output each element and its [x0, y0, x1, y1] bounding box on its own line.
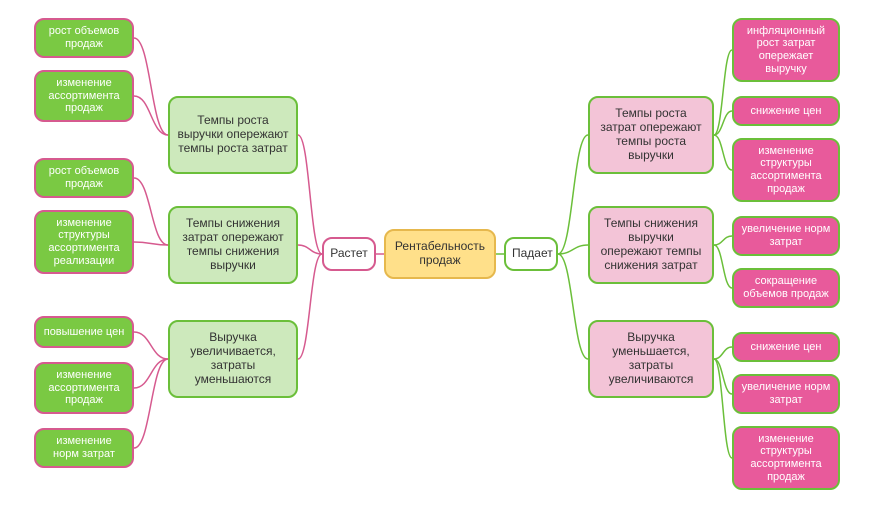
node-label: изменение ассортимента продаж	[42, 369, 126, 407]
node-label: рост объемов продаж	[42, 165, 126, 190]
edge	[134, 359, 168, 388]
node-fall-leaf: увеличение норм затрат	[732, 374, 840, 414]
node-fall-leaf: изменение структуры ассортимента продаж	[732, 138, 840, 202]
node-fall-leaf: увеличение норм затрат	[732, 216, 840, 256]
node-label: Темпы роста выручки опережают темпы рост…	[176, 114, 290, 155]
node-label: Растет	[330, 247, 368, 261]
node-label: Темпы снижения затрат опережают темпы сн…	[176, 217, 290, 272]
node-label: снижение цен	[740, 105, 832, 118]
node-grow-leaf: изменение ассортимента продаж	[34, 70, 134, 122]
node-fall: Падает	[504, 237, 558, 271]
node-grow-leaf: рост объемов продаж	[34, 158, 134, 198]
node-label: повышение цен	[42, 326, 126, 339]
node-label: изменение структуры ассортимента реализа…	[42, 217, 126, 268]
node-label: изменение структуры ассортимента продаж	[740, 433, 832, 484]
node-label: увеличение норм затрат	[740, 381, 832, 406]
edge	[298, 245, 322, 254]
node-grow-cause-3: Выручка увеличивается, затраты уменьшают…	[168, 320, 298, 398]
edge	[298, 254, 322, 359]
node-label: Падает	[512, 247, 550, 261]
node-fall-cause-2: Темпы снижения выручки опережают темпы с…	[588, 206, 714, 284]
node-label: увеличение норм затрат	[740, 223, 832, 248]
edge	[134, 178, 168, 245]
node-fall-leaf: снижение цен	[732, 332, 840, 362]
node-label: Темпы роста затрат опережают темпы роста…	[596, 107, 706, 162]
node-fall-leaf: инфляционный рост затрат опережает выруч…	[732, 18, 840, 82]
edge	[714, 236, 732, 245]
node-fall-leaf: сокращение объемов продаж	[732, 268, 840, 308]
edge	[558, 254, 588, 359]
node-grow-cause-1: Темпы роста выручки опережают темпы рост…	[168, 96, 298, 174]
node-grow-leaf: изменение структуры ассортимента реализа…	[34, 210, 134, 274]
node-grow-leaf: изменение ассортимента продаж	[34, 362, 134, 414]
edge	[134, 359, 168, 448]
edge	[134, 38, 168, 135]
edge	[714, 359, 732, 394]
edge	[714, 135, 732, 170]
edge	[134, 96, 168, 135]
node-fall-cause-3: Выручка уменьшается, затраты увеличивают…	[588, 320, 714, 398]
edge	[714, 245, 732, 288]
node-fall-leaf: изменение структуры ассортимента продаж	[732, 426, 840, 490]
node-fall-cause-1: Темпы роста затрат опережают темпы роста…	[588, 96, 714, 174]
node-label: Выручка увеличивается, затраты уменьшают…	[176, 331, 290, 386]
edge	[134, 242, 168, 245]
node-label: Темпы снижения выручки опережают темпы с…	[596, 217, 706, 272]
node-label: рост объемов продаж	[42, 25, 126, 50]
node-fall-leaf: снижение цен	[732, 96, 840, 126]
node-grow: Растет	[322, 237, 376, 271]
node-grow-leaf: повышение цен	[34, 316, 134, 348]
node-label: снижение цен	[740, 341, 832, 354]
edge	[558, 135, 588, 254]
edge	[714, 347, 732, 359]
node-label: изменение структуры ассортимента продаж	[740, 145, 832, 196]
edge	[714, 111, 732, 135]
edge	[714, 359, 732, 458]
node-root: Рентабельность продаж	[384, 229, 496, 279]
edge	[558, 245, 588, 254]
node-label: Выручка уменьшается, затраты увеличивают…	[596, 331, 706, 386]
edge	[714, 50, 732, 135]
node-label: изменение норм затрат	[42, 435, 126, 460]
node-grow-cause-2: Темпы снижения затрат опережают темпы сн…	[168, 206, 298, 284]
edge	[134, 332, 168, 359]
node-label: изменение ассортимента продаж	[42, 77, 126, 115]
node-label: Рентабельность продаж	[392, 240, 488, 268]
node-grow-leaf: рост объемов продаж	[34, 18, 134, 58]
edge	[298, 135, 322, 254]
node-grow-leaf: изменение норм затрат	[34, 428, 134, 468]
node-label: инфляционный рост затрат опережает выруч…	[740, 25, 832, 76]
node-label: сокращение объемов продаж	[740, 275, 832, 300]
mindmap-stage: Рентабельность продаж Растет Падает Темп…	[0, 0, 871, 515]
